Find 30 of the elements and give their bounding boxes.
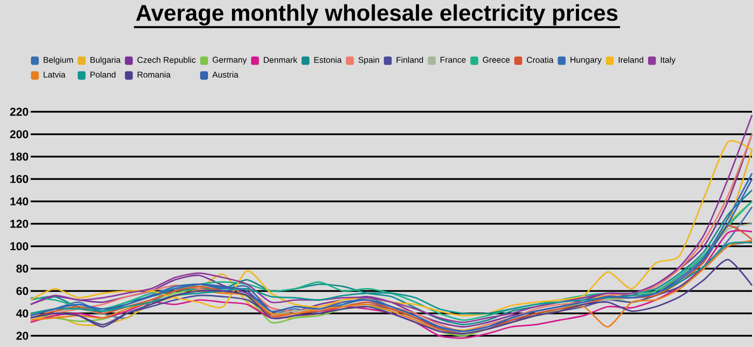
legend-label: Italy — [660, 56, 676, 65]
legend-label: Spain — [358, 56, 380, 65]
legend-label: Latvia — [44, 71, 66, 78]
y-tick-label: 140 — [10, 197, 28, 206]
legend-label: Romania — [138, 71, 171, 78]
chart-title: Average monthly wholesale electricity prices — [136, 4, 618, 26]
y-tick-label: 200 — [10, 130, 28, 138]
y-tick-label: 100 — [10, 242, 28, 250]
legend-label: Bulgaria — [90, 56, 121, 65]
y-tick-label: 60 — [16, 286, 28, 296]
legend-label: Ireland — [618, 56, 644, 63]
y-tick-label: 160 — [10, 174, 28, 184]
legend-label: France — [440, 56, 466, 63]
y-tick-label: 20 — [16, 332, 28, 340]
legend-label: Greece — [482, 56, 510, 63]
legend-label: Finland — [396, 56, 423, 63]
y-tick-label: 220 — [10, 108, 28, 116]
legend-label: Estonia — [314, 56, 342, 63]
legend-label: Hungary — [570, 56, 602, 64]
legend-label: Denmark — [264, 56, 298, 63]
legend-label: Austria — [212, 71, 238, 78]
y-tick-label: 120 — [10, 220, 28, 228]
legend-label: Czech Republic — [137, 56, 196, 65]
legend-label: Belgium — [44, 56, 73, 65]
legend-label: Croatia — [526, 56, 554, 63]
legend-label: Germany — [212, 56, 247, 64]
y-tick-label: 40 — [16, 309, 28, 318]
y-tick-label: 180 — [10, 152, 28, 161]
legend-label: Poland — [90, 71, 116, 78]
y-tick-label: 80 — [16, 264, 28, 273]
